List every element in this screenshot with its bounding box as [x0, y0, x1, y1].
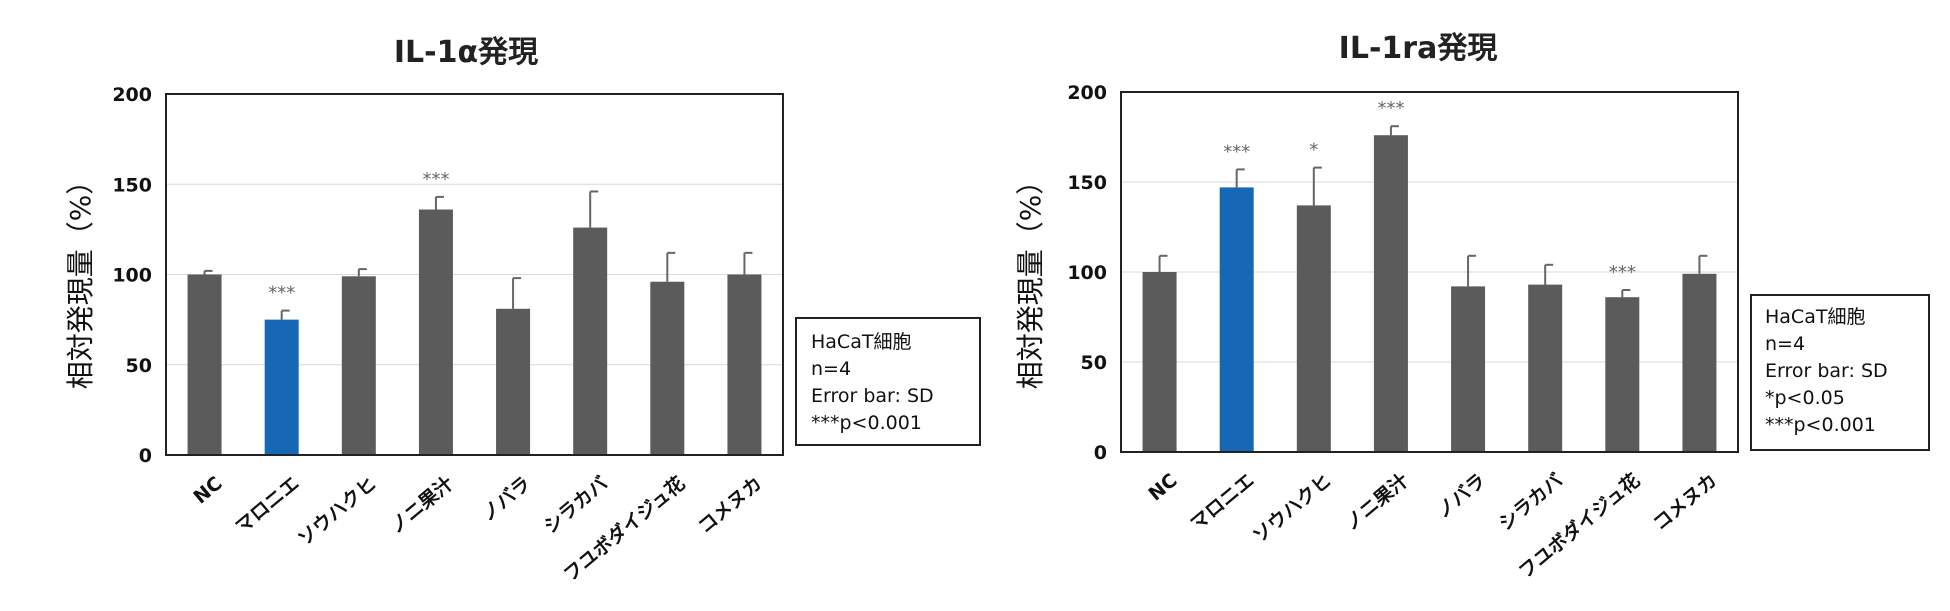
y-tick-label: 0: [1094, 442, 1107, 464]
bar: [264, 319, 299, 455]
bar: [418, 209, 453, 455]
note-line: *p<0.05: [1765, 387, 1845, 409]
y-tick-label: 150: [112, 174, 152, 196]
notes-box: HaCaT細胞 n=4 Error bar: SD ***p<0.001: [795, 317, 981, 446]
bar: [341, 276, 376, 455]
x-tick-label: ソウハクヒ: [1249, 469, 1336, 547]
chart-title: IL-1α発現: [394, 35, 538, 70]
bar: [573, 227, 608, 455]
bar: [650, 281, 685, 455]
note-line: ***p<0.001: [1765, 414, 1876, 436]
significance-marker: ***: [1223, 141, 1250, 162]
x-tick-label: コメヌカ: [694, 472, 766, 538]
bar: [1219, 187, 1254, 452]
y-tick-label: 200: [112, 84, 152, 106]
bar: [1373, 135, 1408, 452]
significance-marker: *: [1309, 140, 1318, 161]
y-tick-label: 100: [1067, 262, 1107, 284]
y-tick-label: 50: [1081, 352, 1107, 374]
notes-box: HaCaT細胞 n=4 Error bar: SD *p<0.05 ***p<0…: [1750, 294, 1930, 451]
y-tick-label: 200: [1067, 82, 1107, 104]
note-line: HaCaT細胞: [811, 331, 911, 353]
x-tick-label: ノニ果汁: [1340, 469, 1413, 535]
x-tick-label: マロニエ: [1186, 469, 1258, 535]
bar: [727, 274, 762, 455]
x-tick-label: シラカバ: [540, 472, 612, 538]
note-line: HaCaT細胞: [1765, 306, 1865, 328]
notes-box-frame: [1750, 294, 1930, 451]
x-tick-label: ノニ果汁: [385, 472, 458, 538]
significance-marker: ***: [1377, 98, 1404, 119]
x-tick-label: コメヌカ: [1649, 469, 1721, 535]
significance-marker: ***: [422, 169, 449, 190]
x-tick-label: NC: [1144, 469, 1181, 505]
x-tick-label: ノバラ: [1432, 469, 1490, 523]
chart-il1a: IL-1α発現 相対発現量（%） *** *** 0 50 100 150 200 NC マ…: [64, 35, 981, 586]
y-tick-label: 100: [112, 265, 152, 287]
y-axis-label: 相対発現量（%）: [64, 167, 97, 390]
x-tick-label: シラカバ: [1495, 469, 1567, 535]
significance-marker: ***: [1609, 262, 1636, 283]
y-tick-label: 0: [139, 445, 152, 467]
y-axis-label: 相対発現量（%）: [1014, 167, 1047, 390]
note-line: Error bar: SD: [811, 385, 934, 407]
bar: [1528, 284, 1563, 452]
note-line: n=4: [811, 358, 851, 380]
y-tick-label: 50: [126, 355, 152, 377]
x-tick-label: ソウハクヒ: [294, 472, 381, 550]
bar: [1605, 297, 1640, 452]
note-line: Error bar: SD: [1765, 360, 1888, 382]
note-line: n=4: [1765, 333, 1805, 355]
x-tick-label: ノバラ: [477, 472, 535, 526]
chart-il1ra: IL-1ra発現 相対発現量（%） *** ******* 05010015020…: [1014, 31, 1930, 583]
bar: [1451, 286, 1486, 452]
x-tick-label: マロニエ: [231, 472, 303, 538]
bar: [1296, 205, 1331, 452]
x-tick-label: NC: [189, 472, 226, 508]
significance-marker: ***: [268, 283, 295, 304]
chart-title: IL-1ra発現: [1339, 31, 1498, 66]
bar: [187, 274, 222, 455]
bar: [1682, 273, 1717, 452]
note-line: ***p<0.001: [811, 412, 922, 434]
bar: [496, 308, 531, 455]
plot-frame: [1120, 91, 1739, 453]
bar: [1142, 272, 1177, 452]
notes-box-frame: [795, 317, 981, 446]
y-tick-label: 150: [1067, 172, 1107, 194]
plot-frame: [165, 93, 784, 456]
